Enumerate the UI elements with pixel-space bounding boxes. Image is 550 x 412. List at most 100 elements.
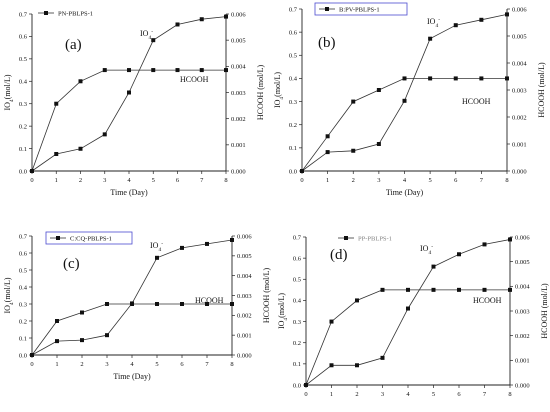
x-tick-label: 4	[406, 391, 410, 398]
y-left-tick-label: 0.4	[19, 284, 28, 291]
data-point-io4	[55, 319, 59, 323]
y-right-tick-label: 0.004	[515, 284, 530, 291]
x-tick-label: 3	[105, 361, 108, 368]
data-point-io4	[406, 287, 410, 292]
y-right-tick-label: 0.000	[231, 168, 246, 175]
y-left-tick-label: 0.1	[19, 335, 27, 342]
data-point-io4	[453, 76, 458, 81]
legend-label: PN-PBLPS-1	[58, 11, 93, 18]
data-point-hcooh	[482, 242, 487, 247]
annotation-io4: IO4-	[420, 244, 433, 256]
data-point-hcooh	[30, 353, 34, 357]
panel-label: (c)	[63, 256, 80, 272]
data-point-hcooh	[355, 363, 359, 368]
x-tick-label: 3	[377, 177, 380, 184]
x-tick-label: 2	[80, 361, 83, 368]
y-left-tick-label: 0.5	[19, 56, 27, 63]
x-tick-label: 5	[152, 177, 155, 184]
data-point-hcooh	[376, 142, 381, 146]
y-right-tick-label: 0.004	[237, 273, 252, 280]
x-tick-label: 7	[483, 391, 487, 398]
x-tick-label: 4	[403, 177, 407, 184]
data-point-hcooh	[151, 38, 156, 43]
y-left-tick-label: 0.7	[19, 11, 28, 18]
data-point-io4	[175, 68, 180, 73]
x-tick-label: 6	[176, 177, 180, 184]
y-left-tick-label: 0.5	[293, 277, 301, 284]
data-point-hcooh	[508, 237, 512, 242]
x-tick-label: 0	[300, 177, 303, 184]
y-left-tick-label: 0.3	[19, 301, 27, 308]
legend: PP-PBLPS-1	[338, 236, 392, 243]
data-point-hcooh	[155, 255, 159, 260]
y-right-tick-label: 0.005	[515, 259, 530, 266]
y-left-tick-label: 0.5	[19, 267, 27, 274]
y-right-tick-label: 0.003	[231, 90, 246, 97]
y-right-tick-label: 0.001	[515, 358, 530, 365]
data-point-io4	[329, 319, 334, 324]
annotation-io4: IO4-	[150, 241, 163, 253]
data-point-io4	[376, 88, 381, 92]
x-tick-label: 2	[355, 391, 358, 398]
data-point-io4	[155, 302, 159, 306]
panel-2: 0 1 2 3 4 5 6 7 8 0.0 0.1 0.2 0.3 0.4 0.5 0.6 0.7 0.000 0.…	[273, 2, 546, 197]
y-left-tick-label: 0.0	[19, 168, 27, 175]
data-point-hcooh	[428, 36, 433, 41]
x-tick-label: 5	[432, 391, 435, 398]
legend-marker	[344, 236, 348, 240]
y-right-tick-label: 0.005	[512, 33, 527, 40]
x-axis-label: Time (Day)	[386, 188, 424, 197]
x-tick-label: 8	[505, 177, 508, 184]
data-point-io4	[428, 76, 433, 81]
y-left-tick-label: 0.6	[289, 29, 298, 36]
data-point-io4	[325, 134, 330, 139]
data-point-hcooh	[300, 169, 304, 173]
y-left-tick-label: 0.7	[293, 234, 302, 241]
data-point-io4	[78, 79, 83, 84]
legend-label: C:CQ-PBLPS-1	[70, 236, 112, 243]
data-point-io4	[351, 99, 356, 104]
data-point-hcooh	[402, 98, 407, 103]
annotation-hcooh: HCOOH	[473, 296, 502, 305]
data-point-hcooh	[130, 301, 134, 306]
x-tick-label: 5	[155, 361, 158, 368]
series-line-io4	[31, 303, 232, 356]
x-tick-label: 4	[130, 361, 134, 368]
x-axis-label: Time (Day)	[110, 188, 148, 197]
panel-3: 0 1 2 3 4 5 6 7 8 0.0 0.1 0.2 0.3 0.4 0.5 0.6 0.7 0.000 0.…	[3, 231, 271, 381]
y-right-tick-label: 0.006	[237, 233, 252, 240]
annotation-hcooh: HCOOH	[462, 97, 491, 106]
data-point-hcooh	[351, 148, 356, 153]
data-point-io4	[80, 310, 84, 315]
data-point-hcooh	[329, 363, 334, 368]
data-point-io4	[482, 287, 487, 292]
data-point-hcooh	[54, 151, 59, 156]
x-tick-label: 6	[454, 177, 458, 184]
x-tick-label: 0	[304, 391, 307, 398]
data-point-io4	[151, 68, 156, 73]
y-right-tick-label: 0.004	[231, 64, 246, 71]
y-right-tick-label: 0.001	[512, 141, 527, 148]
y-right-tick-label: 0.006	[231, 11, 246, 18]
y-left-tick-label: 0.6	[19, 34, 28, 41]
legend-box	[314, 2, 408, 16]
x-tick-label: 3	[103, 177, 106, 184]
data-point-io4	[431, 287, 436, 292]
data-point-hcooh	[304, 383, 308, 387]
data-point-io4	[230, 302, 234, 306]
panel-label: (d)	[330, 247, 348, 263]
data-point-hcooh	[175, 22, 180, 27]
data-point-hcooh	[224, 14, 228, 19]
x-tick-label: 2	[79, 177, 82, 184]
legend: PN-PBLPS-1	[38, 11, 93, 18]
panel-label: (a)	[65, 37, 82, 53]
y-left-axis-label: IO4(mol/L)	[3, 74, 15, 110]
annotation-hcooh: HCOOH	[180, 75, 209, 84]
x-tick-label: 1	[330, 391, 333, 398]
annotation-io4: IO4-	[140, 29, 153, 41]
y-right-tick-label: 0.001	[237, 332, 252, 339]
data-point-hcooh	[80, 338, 84, 343]
x-tick-label: 7	[480, 177, 484, 184]
y-left-tick-label: 0.6	[293, 255, 302, 262]
